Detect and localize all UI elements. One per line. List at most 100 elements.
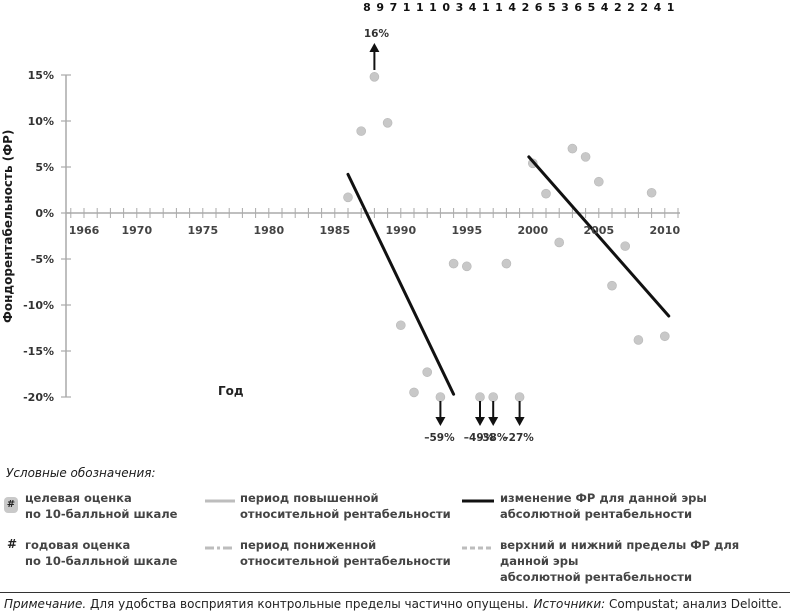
data-point [488,392,499,402]
note-label: Примечание. [4,597,87,611]
trend-lines-group [346,155,671,396]
annual-score-label: 7 [390,1,398,14]
data-point [554,237,565,248]
legend-item-target-score: целевая оценка по 10-балльной шкале [25,490,177,522]
source-text: Compustat; анализ Deloitte. [605,597,782,611]
annual-score-label: 1 [403,1,411,14]
offscale-down-arrowhead [488,417,499,426]
x-tick-label: 1985 [319,224,350,237]
chart-area: 15%10%5%0%-5%-10%-15%-20%1966 1970 1975 198… [23,1,680,444]
data-point [541,188,551,199]
offscale-down-label: –38% [477,432,508,444]
data-point [593,176,604,187]
legend-line: абсолютной рентабельности [500,507,692,521]
footer-note: Примечание. Для удобства восприятия конт… [4,597,529,611]
annual-score-label: 8 [363,1,371,14]
data-point [501,258,512,269]
annual-score-label: 6 [535,1,543,14]
x-tick-label: 1966 [69,224,100,237]
data-point [514,392,525,402]
annual-score-label: 1 [429,1,437,14]
annual-score-label: 5 [548,1,556,14]
data-point [435,392,446,402]
footer-sources: Источники: Compustat; анализ Deloitte. [533,597,782,611]
annual-score-label: 4 [469,1,477,14]
trend-line [527,155,671,318]
legend-item-high-period: период повышенной относительной рентабел… [240,490,451,522]
data-point [475,392,485,402]
annual-score-label: 2 [640,1,648,14]
legend-line: годовая оценка [25,538,131,552]
x-tick-label: 1990 [385,224,416,237]
footer-divider [0,592,790,593]
legend-line: относительной рентабельности [240,554,451,568]
target-score-badge-icon: # [4,497,18,513]
data-point [343,192,353,203]
era-change-line-icon [462,499,494,503]
data-point [448,258,459,269]
offscale-down-label: –59% [424,432,455,444]
data-point [659,331,670,342]
legend-line: период повышенной [240,491,379,505]
offscale-down-label: –49% [464,432,495,444]
offscale-down-arrowhead [475,417,485,426]
offscale-up-label: 16% [364,28,390,40]
legend-line: изменение ФР для данной эры [500,491,707,505]
y-tick-label: -15% [23,345,54,358]
annual-score-label: 9 [376,1,384,14]
annual-score-label: 4 [508,1,516,14]
x-tick-label: 2010 [649,224,680,237]
data-point [620,241,631,251]
high-period-line-icon [205,499,235,503]
points-group [343,43,670,426]
annual-score-label: 5 [588,1,596,14]
source-label: Источники: [533,597,606,611]
legend-line: по 10-балльной шкале [25,554,178,568]
data-point [646,187,657,198]
annual-score-hash-icon: # [7,537,18,551]
annual-score-label: 2 [627,1,635,14]
low-period-line-icon [205,546,235,550]
data-point [580,152,591,162]
y-axis-label: Фондорентабельность (ФР) [1,129,15,323]
labels-group: 15%10%5%0%-5%-10%-15%-20%1966 1970 1975 198… [23,1,680,444]
note-text: Для удобства восприятия контрольные пред… [86,597,529,611]
limits-line-icon [462,546,494,550]
annual-score-label: 2 [614,1,622,14]
data-point [395,320,406,331]
x-tick-label: 1975 [187,224,218,237]
legend-item-low-period: период пониженной относительной рентабел… [240,537,451,569]
y-tick-label: 0% [35,207,54,220]
data-point [369,72,380,82]
annual-score-label: 4 [654,1,662,14]
x-tick-label: 2005 [583,224,614,237]
legend-item-era-change: изменение ФР для данной эры абсолютной р… [500,490,707,522]
x-tick-label: 1980 [253,224,284,237]
annual-score-label: 1 [667,1,675,14]
offscale-down-arrowhead [435,417,446,426]
annual-score-label: 1 [495,1,503,14]
x-tick-label: 1995 [451,224,482,237]
data-point [422,367,433,377]
y-tick-label: -10% [23,299,54,312]
annual-score-label: 3 [456,1,464,14]
x-tick-label: 1970 [121,224,152,237]
data-point [382,118,393,128]
legend-line: абсолютной рентабельности [500,570,692,584]
data-point [567,143,578,154]
data-point [461,261,472,272]
legend-line: относительной рентабельности [240,507,451,521]
annual-score-label: 3 [561,1,569,14]
annual-score-label: 0 [442,1,450,14]
legend-title: Условные обозначения: [6,466,156,480]
x-axis-label: Год [218,384,244,398]
legend-line: период пониженной [240,538,377,552]
y-tick-label: -20% [23,391,54,404]
y-tick-label: 15% [28,69,54,82]
y-tick-label: 10% [28,115,54,128]
data-point [633,335,644,345]
annual-score-label: 1 [482,1,490,14]
data-point [607,280,617,291]
legend-line: целевая оценка [25,491,132,505]
data-point [356,126,367,136]
